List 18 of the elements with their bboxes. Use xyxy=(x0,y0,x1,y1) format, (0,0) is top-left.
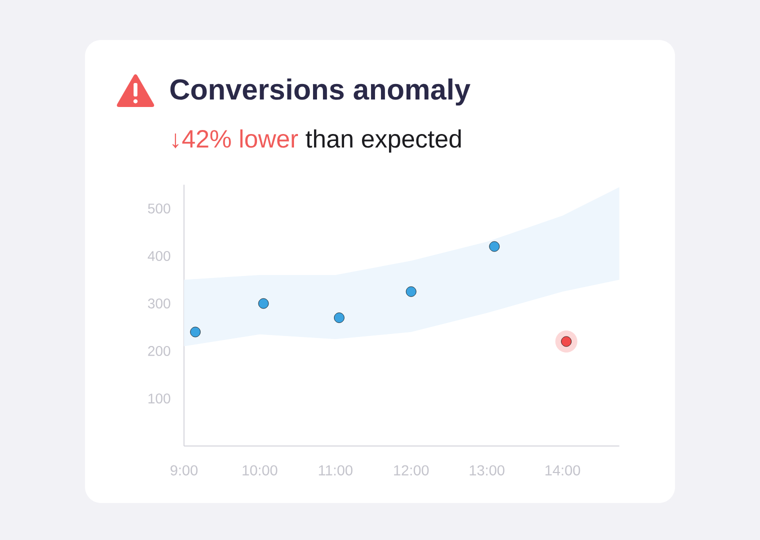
y-tick-label: 100 xyxy=(148,394,170,404)
chart-title: Conversions anomaly xyxy=(170,78,470,106)
x-tick-label: 9:00 xyxy=(170,465,198,476)
y-tick-label: 500 xyxy=(148,204,170,214)
point xyxy=(406,286,416,297)
point xyxy=(258,298,269,309)
point xyxy=(489,241,500,252)
y-tick-label: 200 xyxy=(148,346,170,356)
chart-subtitle: ↓42% lower than expected xyxy=(172,129,461,153)
x-tick-label: 11:00 xyxy=(318,465,352,476)
y-tick-label: 400 xyxy=(148,251,170,261)
x-tick-label: 12:00 xyxy=(394,465,429,476)
y-tick-label: 300 xyxy=(148,298,170,308)
x-tick-label: 10:00 xyxy=(242,465,278,476)
point xyxy=(190,326,201,338)
point xyxy=(334,312,344,323)
x-tick-label: 13:00 xyxy=(470,465,504,476)
x-tick-label: 14:00 xyxy=(545,465,580,476)
